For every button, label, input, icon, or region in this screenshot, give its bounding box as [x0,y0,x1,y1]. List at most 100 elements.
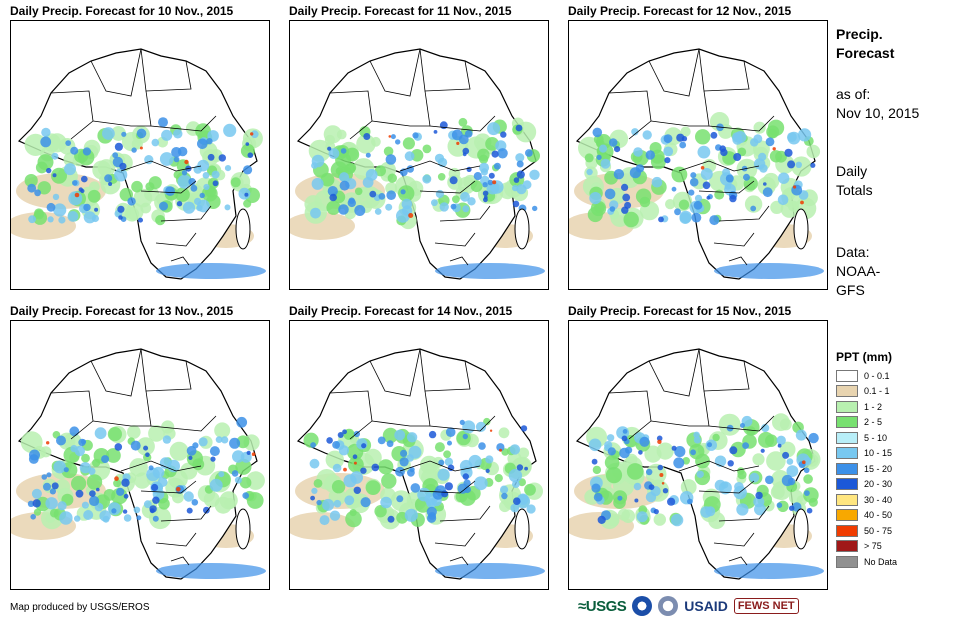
precip-cell [338,204,349,215]
precip-cell [483,195,488,200]
precip-cell [473,172,482,181]
precip-cell [802,460,806,464]
precip-cell [635,188,652,204]
precip-cell [404,151,415,162]
usaid-seal-icon [658,596,679,616]
precip-cell [215,436,223,443]
precip-cell [532,205,538,212]
precip-cell [113,479,122,488]
legend: PPT (mm) 0 - 0.1 0.1 - 1 1 - 2 2 - 5 5 - 10 1… [836,350,897,570]
legend-label: 20 - 30 [864,479,893,490]
precip-cell [657,439,662,444]
precip-cell [148,465,154,471]
precip-cell [470,180,483,193]
country-border [329,390,373,440]
precip-cell [758,152,767,161]
precip-cell [613,496,626,509]
madagascar-outline [514,208,530,250]
precip-cell [184,159,189,165]
precip-cell [433,130,438,134]
madagascar-outline [793,508,809,550]
precip-cell [522,180,532,190]
precip-cell [58,216,66,224]
precip-cell [673,457,685,469]
precip-cell [459,419,465,425]
precip-cell [371,463,380,472]
precip-cell [591,483,601,493]
precip-cell [101,455,110,464]
precip-cell [438,459,445,466]
precip-cell [462,433,468,440]
country-border [419,348,471,392]
precip-cell [136,128,147,139]
precip-cell [408,213,414,218]
legend-label: 50 - 75 [864,525,893,536]
precip-cell [212,180,219,187]
precip-cell [104,174,113,183]
precip-cell [671,445,677,451]
precip-cell [363,133,371,140]
precip-cell [636,511,648,523]
country-border [424,390,496,432]
precip-cell [500,485,509,494]
precip-cell [207,153,215,161]
precip-cell [246,492,264,509]
precip-cell [343,467,347,472]
precip-cell [234,476,242,484]
precip-cell [139,146,143,150]
precip-cell [485,468,490,473]
precip-cell [402,205,413,216]
panel-title-1: Daily Precip. Forecast for 10 Nov., 2015 [10,4,234,18]
sidebar-title-line1: Precip. [836,26,883,42]
precip-cell [311,177,324,190]
precip-cell [202,172,210,179]
precip-cell [746,426,756,436]
precip-cell [497,148,508,159]
precip-cell [155,215,166,226]
totals-line1: Daily [836,163,868,179]
precip-cell [584,153,594,163]
precip-cell [520,425,528,432]
precip-cell [41,474,48,480]
precip-cell [311,154,325,168]
country-border [703,390,775,432]
precip-cell [776,502,783,508]
precip-cell [515,153,525,163]
precip-cell [510,503,520,513]
precip-cell [89,495,100,507]
precip-cell [28,215,36,224]
precip-cell [148,425,165,442]
country-border [650,420,709,427]
precip-cell [725,174,734,183]
precip-cell [587,206,603,223]
precip-cell [777,443,782,448]
precip-cell [354,187,363,196]
precip-cell [353,486,361,494]
precip-cell [345,510,362,528]
precip-cell [68,191,83,206]
precip-cell [593,492,603,502]
precip-cell [245,142,250,146]
precip-cell [479,154,489,164]
precip-cell [758,431,774,448]
precip-cell [529,169,540,180]
precip-cell [664,157,671,164]
precip-cell [385,203,393,211]
precip-cell [742,442,749,449]
precip-cell [693,200,703,210]
precip-cell [124,207,140,222]
precip-cell [173,156,180,163]
country-border [698,480,755,494]
country-border [120,460,202,472]
precip-cell [195,123,212,139]
country-border [434,232,476,247]
precip-cell [679,212,692,224]
precip-cell [428,430,437,439]
precip-cell [617,495,623,501]
precip-cell [679,141,687,149]
precip-cell [46,441,50,445]
precip-cell [437,468,450,481]
precip-cell [138,217,143,223]
precip-cell [197,199,210,213]
precip-cell [482,190,489,197]
